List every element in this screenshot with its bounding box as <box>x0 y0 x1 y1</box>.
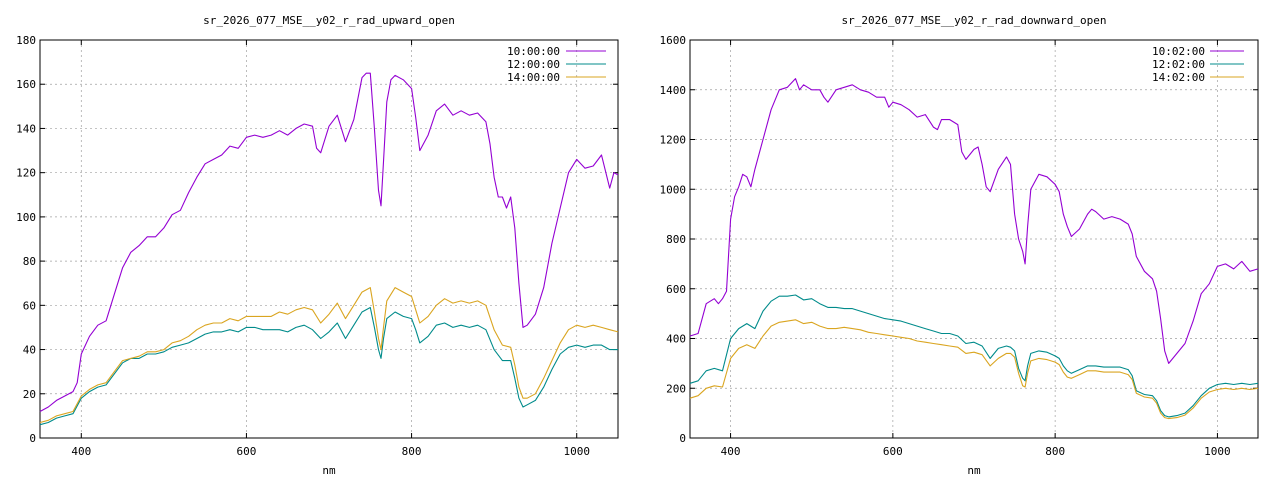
series-line-14-00-00 <box>39 287 619 424</box>
y-tick-label: 800 <box>666 233 686 246</box>
y-tick-label: 100 <box>16 211 36 224</box>
y-tick-label: 60 <box>23 299 36 312</box>
chart-panel-2: 0 200 400 600 800 1000 1200 1400 1600 400 600 800 10… <box>660 14 1259 477</box>
x-tick-label: 600 <box>883 445 903 458</box>
x-axis-label: nm <box>967 464 981 477</box>
series-line-10-00-00 <box>39 72 619 412</box>
y-tick-label: 1000 <box>660 183 687 196</box>
y-tick-label: 200 <box>666 382 686 395</box>
x-tick-label: 1000 <box>1204 445 1231 458</box>
y-tick-label: 1400 <box>660 84 687 97</box>
plot-frame <box>39 39 619 439</box>
x-tick-label: 400 <box>71 445 91 458</box>
y-tick-label: 1200 <box>660 134 687 147</box>
x-tick-label: 800 <box>1045 445 1065 458</box>
legend-label: 12:00:00 <box>507 58 560 71</box>
y-tick-label: 0 <box>29 432 36 445</box>
legend-label: 14:00:00 <box>507 71 560 84</box>
chart-panel-1: 0 20 40 60 80 100 120 140 160 180 400 600 800 1000 sr_… <box>16 14 619 477</box>
series-line-10-02-00 <box>689 78 1259 364</box>
legend-label: 14:02:00 <box>1152 71 1205 84</box>
legend-label: 12:02:00 <box>1152 58 1205 71</box>
x-tick-label: 400 <box>721 445 741 458</box>
series-line-12-02-00 <box>689 294 1259 418</box>
y-tick-label: 0 <box>679 432 686 445</box>
x-tick-label: 800 <box>402 445 422 458</box>
series-line-12-00-00 <box>39 306 618 426</box>
x-tick-label: 600 <box>236 445 256 458</box>
legend-label: 10:00:00 <box>507 45 560 58</box>
x-tick-label: 1000 <box>563 445 590 458</box>
chart-title: sr_2026_077_MSE__y02_r_rad_downward_open <box>842 14 1107 27</box>
y-tick-label: 20 <box>23 388 36 401</box>
y-tick-label: 600 <box>666 283 686 296</box>
y-tick-label: 180 <box>16 34 36 47</box>
y-tick-label: 1600 <box>660 34 687 47</box>
legend-label: 10:02:00 <box>1152 45 1205 58</box>
series-line-14-02-00 <box>689 319 1259 420</box>
chart-title: sr_2026_077_MSE__y02_r_rad_upward_open <box>203 14 455 27</box>
x-axis-label: nm <box>322 464 336 477</box>
y-tick-label: 160 <box>16 78 36 91</box>
y-tick-label: 40 <box>23 344 36 357</box>
y-tick-label: 400 <box>666 333 686 346</box>
y-tick-label: 80 <box>23 255 36 268</box>
y-tick-label: 120 <box>16 167 36 180</box>
y-tick-label: 140 <box>16 122 36 135</box>
